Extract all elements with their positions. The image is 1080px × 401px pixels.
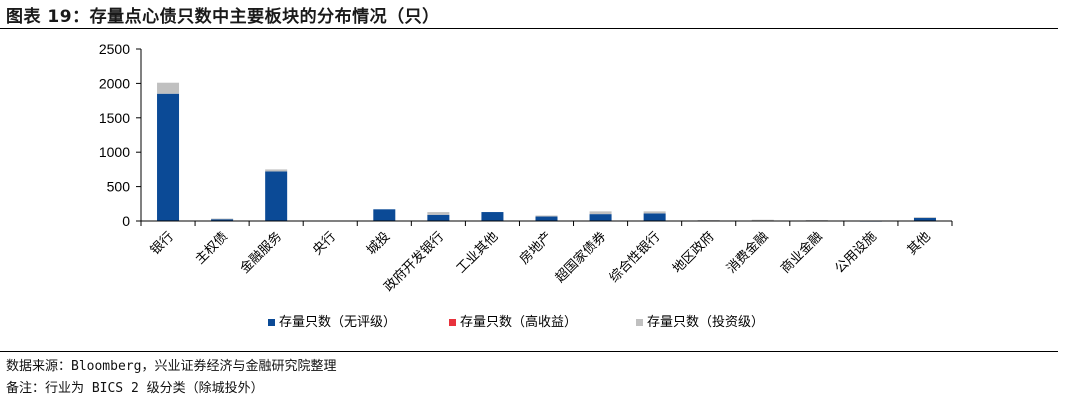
y-axis: 0 500 1000 1500 2000 2500 (99, 41, 142, 229)
y-tick-label: 0 (122, 213, 130, 229)
y-tick-label: 1000 (99, 144, 130, 160)
remark-note: 备注：行业为 BICS 2 级分类（除城投外） (6, 381, 264, 396)
legend-swatch (449, 319, 456, 326)
legend-label: 存量只数（投资级） (647, 314, 764, 330)
bar-segment (373, 209, 396, 221)
bar-segment (589, 211, 612, 215)
bar-segment (535, 215, 558, 217)
legend-swatch (636, 319, 643, 326)
y-tick-label: 500 (107, 179, 131, 195)
bar-segment (427, 214, 450, 221)
bar-segment (427, 212, 450, 215)
category-label: 银行 (148, 229, 177, 258)
bars (157, 82, 936, 222)
category-label: 其他 (905, 229, 934, 258)
x-axis (140, 220, 953, 226)
legend-swatch (268, 319, 275, 326)
category-label: 消费金融 (724, 229, 772, 277)
bar-segment (265, 169, 288, 172)
category-label: 综合性银行 (607, 229, 664, 286)
category-label: 商业金融 (778, 229, 826, 277)
legend-label: 存量只数（高收益） (460, 314, 577, 330)
bar-segment (157, 93, 180, 221)
category-label: 城投 (363, 229, 393, 259)
bar-segment (913, 217, 936, 219)
bar-segment (751, 219, 774, 221)
bar-segment (157, 82, 180, 94)
bar-segment (535, 216, 558, 221)
category-label: 超国家债券 (552, 229, 609, 286)
y-tick-label: 2500 (99, 41, 130, 57)
bar-segment (265, 171, 288, 221)
y-tick-label: 1500 (99, 110, 130, 126)
bar-segment (643, 211, 666, 214)
category-label: 公用设施 (832, 229, 879, 276)
legend: 存量只数（无评级） 存量只数（高收益） 存量只数（投资级） (268, 314, 764, 330)
chart-title: 图表 19：存量点心债只数中主要板块的分布情况（只） (6, 7, 440, 27)
bar-segment (211, 218, 234, 221)
bar-segment (913, 217, 936, 221)
bar-segment (589, 214, 612, 221)
category-label: 房地产 (516, 229, 555, 268)
source-note: 数据来源：Bloomberg，兴业证券经济与金融研究院整理 (6, 359, 337, 374)
category-label: 工业其他 (454, 229, 501, 276)
category-label: 央行 (310, 229, 339, 258)
bar-segment (481, 212, 504, 221)
bar-segment (643, 213, 666, 221)
bar-segment (211, 218, 234, 220)
y-tick-label: 2000 (99, 75, 130, 91)
category-label: 地区政府 (670, 229, 717, 276)
title-rule (0, 28, 1058, 29)
footer-rule (0, 351, 1058, 352)
category-label: 主权债 (192, 229, 231, 268)
category-label: 金融服务 (237, 229, 285, 277)
legend-label: 存量只数（无评级） (279, 315, 396, 330)
